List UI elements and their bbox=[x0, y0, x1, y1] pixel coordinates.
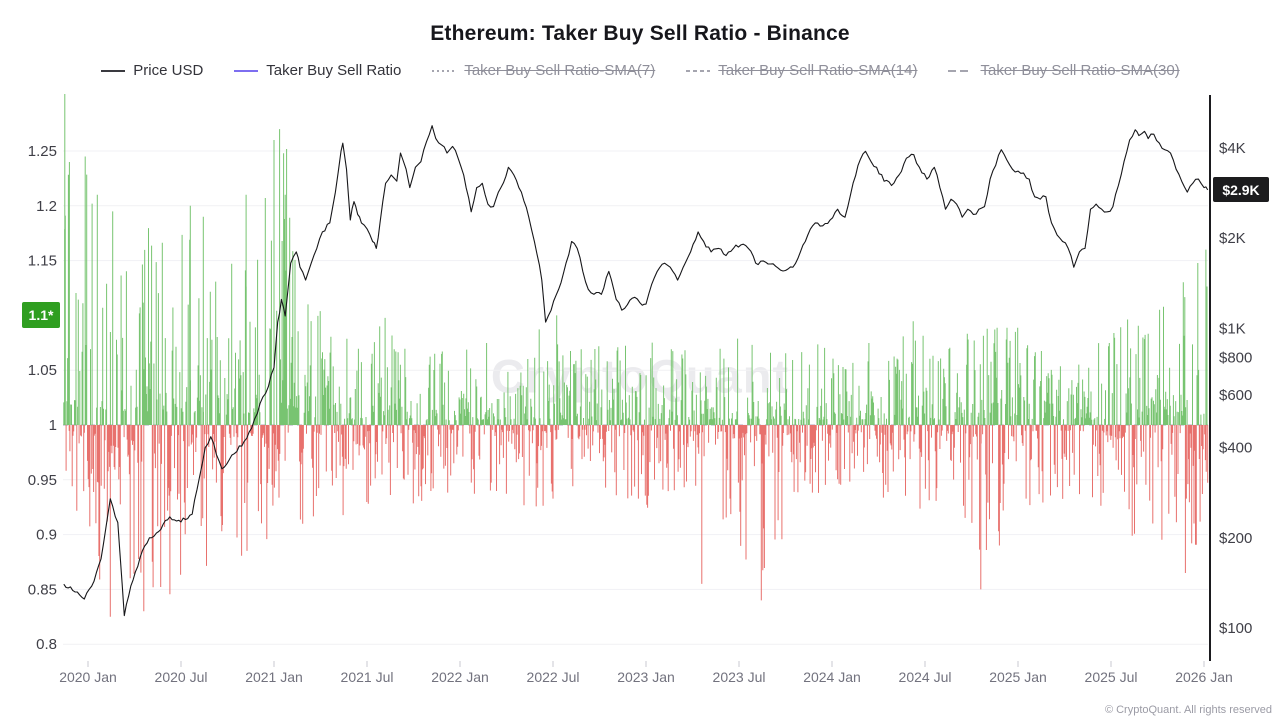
left-axis-tick-label: 1.15 bbox=[28, 253, 57, 270]
left-axis-tick-label: 0.95 bbox=[28, 472, 57, 489]
current-price-badge: $2.9K bbox=[1213, 177, 1269, 202]
legend-label: Taker Buy Sell Ratio-SMA(30) bbox=[980, 62, 1180, 79]
right-axis-tick-label: $1K bbox=[1219, 320, 1246, 337]
x-axis-tick-label: 2024 Jan bbox=[803, 669, 861, 685]
left-axis-tick-label: 0.8 bbox=[36, 636, 57, 653]
legend-label: Taker Buy Sell Ratio-SMA(14) bbox=[718, 62, 918, 79]
left-axis-tick-label: 0.9 bbox=[36, 527, 57, 544]
x-axis-tick-label: 2025 Jul bbox=[1085, 669, 1138, 685]
x-axis-tick-label: 2022 Jul bbox=[527, 669, 580, 685]
x-axis-tick-label: 2020 Jan bbox=[59, 669, 117, 685]
x-axis: 2020 Jan 2020 Jul 2021 Jan 2021 Jul 2022 Jan… bbox=[59, 661, 1233, 685]
x-axis-tick-label: 2024 Jul bbox=[899, 669, 952, 685]
legend-item-2[interactable]: Taker Buy Sell Ratio-SMA(7) bbox=[431, 62, 655, 79]
legend-label: Price USD bbox=[133, 62, 204, 79]
legend-swatch-icon bbox=[686, 69, 711, 72]
right-axis-spine bbox=[1209, 95, 1211, 661]
legend-item-0[interactable]: Price USD bbox=[100, 62, 203, 79]
legend-item-4[interactable]: Taker Buy Sell Ratio-SMA(30) bbox=[947, 62, 1180, 79]
ratio-bars-positive bbox=[63, 94, 1208, 425]
left-axis-tick-label: 1.25 bbox=[28, 143, 57, 160]
cryptoquant-watermark: CryptoQuant bbox=[491, 349, 789, 404]
right-axis-tick-label: $800 bbox=[1219, 349, 1252, 366]
price-line bbox=[63, 125, 1209, 617]
current-ratio-badge: 1.1* bbox=[22, 302, 60, 328]
right-axis-tick-label: $600 bbox=[1219, 387, 1252, 404]
x-axis-tick-label: 2026 Jan bbox=[1175, 669, 1233, 685]
right-axis-tick-label: $2K bbox=[1219, 230, 1246, 247]
right-axis-tick-label: $400 bbox=[1219, 440, 1252, 457]
x-axis-tick-label: 2021 Jan bbox=[245, 669, 303, 685]
copyright-text: © CryptoQuant. All rights reserved bbox=[1104, 704, 1272, 716]
x-axis-tick-label: 2023 Jan bbox=[617, 669, 675, 685]
legend-label: Taker Buy Sell Ratio bbox=[266, 62, 402, 79]
left-axis-tick-label: 1 bbox=[49, 417, 57, 434]
x-axis-tick-label: 2020 Jul bbox=[155, 669, 208, 685]
x-axis-tick-label: 2023 Jul bbox=[713, 669, 766, 685]
right-axis-tick-label: $4K bbox=[1219, 140, 1246, 157]
legend-swatch-icon bbox=[234, 69, 259, 72]
x-axis-tick-label: 2022 Jan bbox=[431, 669, 489, 685]
legend-item-1[interactable]: Taker Buy Sell Ratio bbox=[233, 62, 401, 79]
x-axis-tick-label: 2021 Jul bbox=[341, 669, 394, 685]
left-axis: 1.25 1.2 1.15 1.05 1 0.95 0.9 0.85 0.8 bbox=[28, 143, 57, 653]
legend-label: Taker Buy Sell Ratio-SMA(7) bbox=[464, 62, 656, 79]
left-axis-tick-label: 1.2 bbox=[36, 198, 57, 215]
x-axis-tick-label: 2025 Jan bbox=[989, 669, 1047, 685]
left-axis-tick-label: 1.05 bbox=[28, 362, 57, 379]
chart-title: Ethereum: Taker Buy Sell Ratio - Binance bbox=[430, 22, 850, 45]
legend: Price USD Taker Buy Sell Ratio Taker Buy S… bbox=[0, 62, 1280, 79]
legend-swatch-icon bbox=[101, 69, 126, 72]
right-axis-tick-label: $100 bbox=[1219, 620, 1252, 637]
legend-swatch-icon bbox=[948, 69, 973, 72]
plot-area[interactable] bbox=[63, 95, 1208, 661]
left-axis-tick-label: 0.85 bbox=[28, 581, 57, 598]
legend-swatch-icon bbox=[432, 69, 457, 72]
right-axis: $4K $2K $1K $800 $600 $400 $200 $100 bbox=[1219, 140, 1252, 637]
legend-item-3[interactable]: Taker Buy Sell Ratio-SMA(14) bbox=[685, 62, 917, 79]
right-axis-tick-label: $200 bbox=[1219, 530, 1252, 547]
ratio-bars-negative bbox=[65, 425, 1209, 617]
